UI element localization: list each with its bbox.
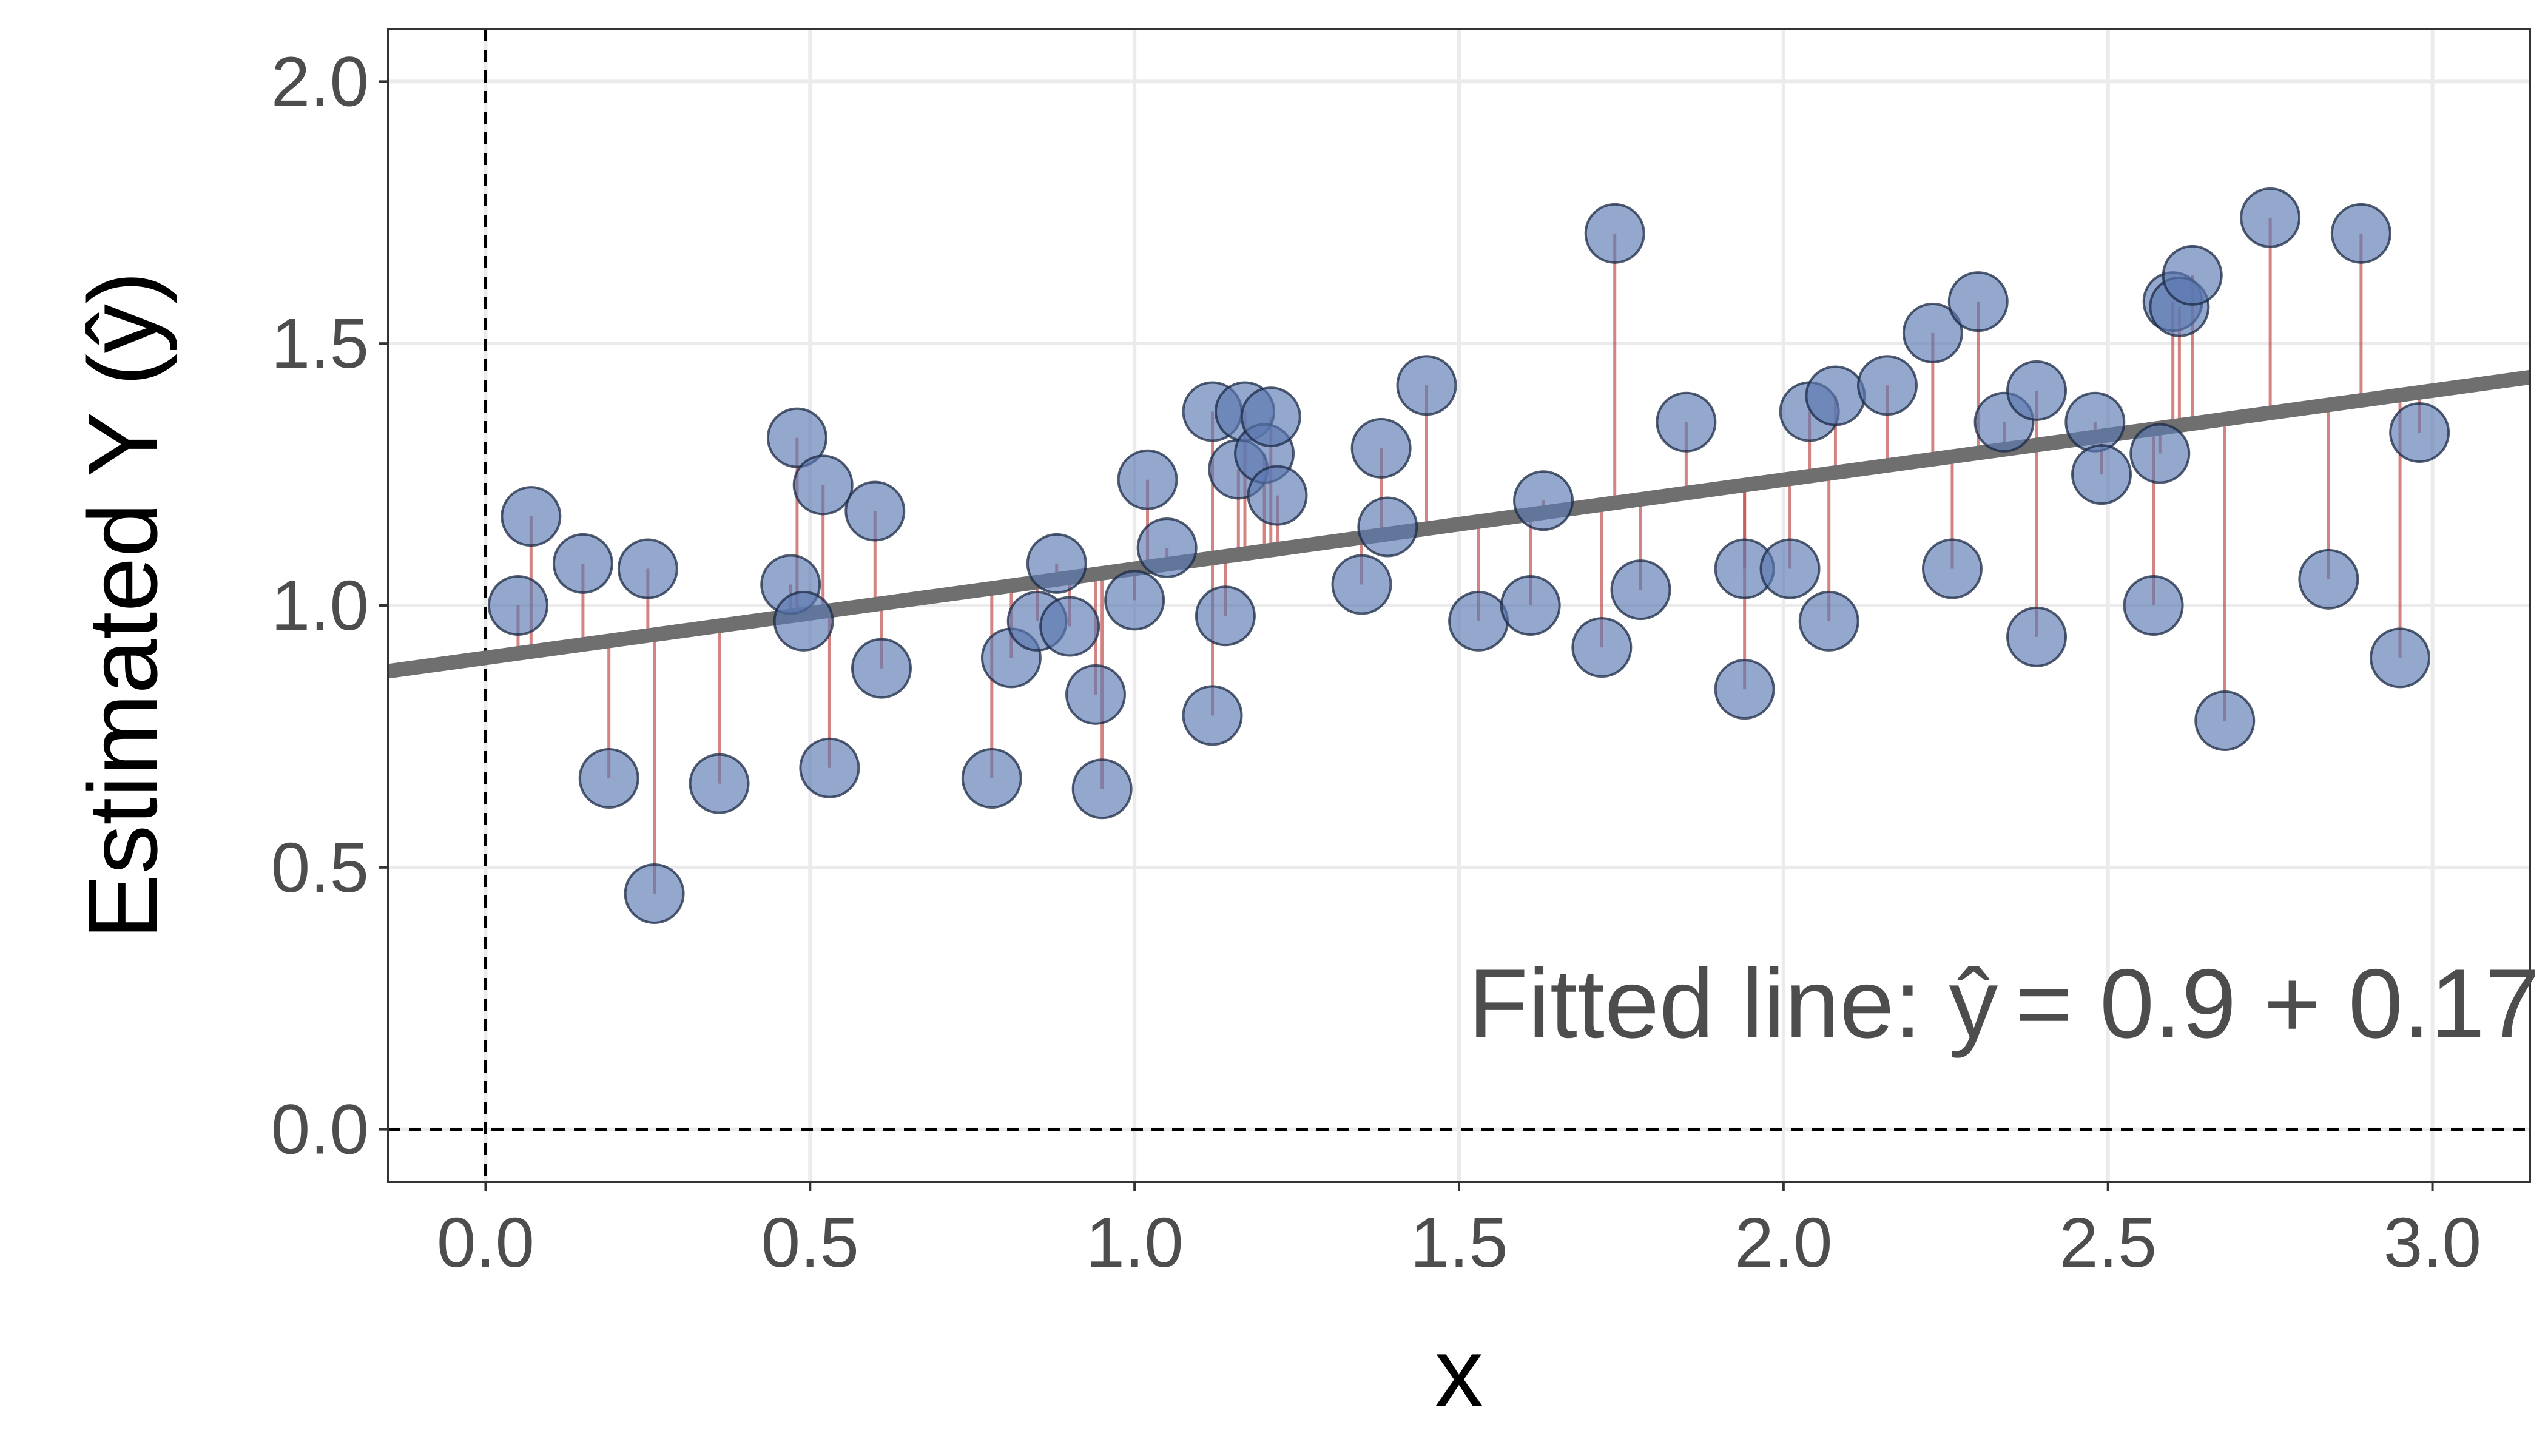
data-point <box>851 638 912 699</box>
data-point <box>2162 244 2223 306</box>
data-point <box>1857 355 1918 416</box>
data-point <box>624 863 685 924</box>
data-points <box>487 187 2450 924</box>
data-point <box>2006 360 2068 421</box>
data-point <box>1513 470 1574 531</box>
data-point <box>766 407 827 468</box>
y-tick-label: 2.0 <box>271 42 369 121</box>
fitted-line-annotation: Fitted line: ŷ = 0.9 + 0.17 <box>1468 949 2540 1059</box>
data-point <box>1065 664 1126 725</box>
data-point <box>552 533 613 594</box>
x-axis-title: x <box>1435 1318 1484 1427</box>
x-tick-label: 0.5 <box>761 1203 859 1282</box>
data-point <box>2071 444 2132 505</box>
data-point <box>2240 187 2301 248</box>
data-point <box>844 480 906 542</box>
data-point <box>500 486 562 547</box>
y-tick-label: 1.0 <box>271 566 369 645</box>
x-tick-label: 2.5 <box>2059 1203 2157 1282</box>
x-tick-label: 1.5 <box>1410 1203 1508 1282</box>
y-tick-label: 0.5 <box>271 828 369 907</box>
data-point <box>1331 554 1392 615</box>
data-point <box>617 538 678 599</box>
data-point <box>1039 596 1100 657</box>
x-tick-label: 3.0 <box>2384 1203 2481 1282</box>
y-axis-ticks: 0.0 0.5 1.0 1.5 2.0 <box>271 42 388 1169</box>
data-point <box>1610 559 1671 621</box>
data-point <box>1947 271 2009 332</box>
data-point <box>2129 423 2191 484</box>
data-point <box>1026 533 1087 594</box>
annotation-equation: = 0.9 + 0.17 <box>2015 949 2540 1059</box>
data-point <box>1350 417 1412 479</box>
data-point <box>1357 496 1418 558</box>
data-point <box>2006 606 2068 667</box>
data-point <box>487 575 548 636</box>
data-point <box>1448 590 1509 652</box>
data-point <box>1921 538 1983 599</box>
data-point <box>1104 570 1165 631</box>
data-point <box>1247 465 1308 526</box>
data-point <box>1136 517 1198 578</box>
data-point <box>1195 585 1256 647</box>
data-point <box>1798 590 1859 652</box>
data-point <box>2194 690 2256 751</box>
data-point <box>961 748 1022 809</box>
data-point <box>1182 685 1243 746</box>
x-axis-ticks: 0.0 0.5 1.0 1.5 2.0 2.5 3.0 <box>437 1182 2481 1282</box>
data-point <box>578 748 639 809</box>
data-point <box>1902 302 1963 363</box>
y-tick-label: 1.5 <box>271 304 369 383</box>
data-point <box>799 737 860 798</box>
y-tick-label: 0.0 <box>271 1090 369 1169</box>
data-point <box>1396 355 1457 416</box>
data-point <box>2123 575 2184 636</box>
x-tick-label: 2.0 <box>1734 1203 1832 1282</box>
x-tick-label: 1.0 <box>1086 1203 1184 1282</box>
data-point <box>2389 402 2450 463</box>
data-point <box>773 590 834 652</box>
data-point <box>792 454 854 516</box>
data-point <box>2064 391 2126 453</box>
x-tick-label: 0.0 <box>437 1203 534 1282</box>
data-point <box>1714 659 1775 720</box>
data-point <box>1240 386 1301 448</box>
data-point <box>1071 758 1133 820</box>
data-point <box>2330 203 2391 264</box>
data-point <box>1584 203 1645 264</box>
data-point <box>1571 617 1633 678</box>
data-point <box>1500 575 1561 636</box>
y-axis-title: Estimated Y (ŷ) <box>68 271 178 939</box>
data-point <box>1805 365 1866 426</box>
annotation-yhat: ŷ <box>1949 949 1998 1059</box>
data-point <box>2370 627 2431 689</box>
data-point <box>1759 538 1821 599</box>
data-point <box>2298 548 2359 610</box>
data-point <box>689 753 750 814</box>
annotation-prefix: Fitted line: <box>1468 949 1949 1059</box>
data-point <box>1117 449 1178 510</box>
reference-lines <box>388 29 2530 1182</box>
data-point <box>1656 391 1717 453</box>
